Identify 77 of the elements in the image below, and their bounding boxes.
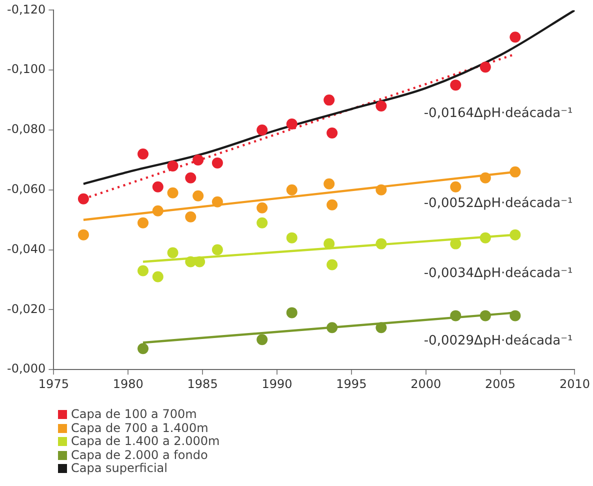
point (450, 310, 462, 322)
y-tick-label: -0,040 (6, 242, 46, 256)
y-tick-label: -0,120 (6, 2, 46, 16)
point (185, 172, 196, 184)
point (450, 80, 462, 91)
point (167, 160, 178, 172)
x-tick-label: 1985 (187, 376, 218, 391)
legend-label: Capa de 700 a 1.400m (71, 420, 208, 435)
annotation: -0,0164ΔpH·deácada⁻¹ (424, 106, 573, 121)
point (256, 217, 268, 228)
point (78, 193, 89, 204)
point (286, 232, 298, 244)
point (376, 238, 387, 250)
point (510, 229, 521, 240)
point (450, 238, 462, 250)
point (510, 310, 521, 322)
x-tick-label: 2000 (410, 376, 442, 391)
point (510, 32, 521, 43)
line-series (82, 10, 575, 186)
point (152, 205, 164, 216)
point (167, 247, 178, 258)
annotation: -0,0029ΔpH·deácada⁻¹ (424, 334, 573, 349)
y-tick-label: -0,080 (6, 122, 46, 136)
point (192, 190, 204, 202)
point (376, 100, 387, 112)
annotation: -0,0052ΔpH·deácada⁻¹ (424, 196, 573, 211)
legend-label: Capa de 2.000 a fondo (71, 448, 208, 462)
point (376, 322, 387, 334)
point (450, 181, 462, 192)
point (256, 202, 268, 214)
point (376, 184, 387, 196)
point (185, 211, 196, 222)
point (256, 124, 268, 136)
legend-label: Capa superficial (71, 461, 168, 476)
point (480, 310, 491, 322)
point (286, 184, 298, 196)
point (326, 127, 338, 138)
legend-label: Capa de 100 a 700m (71, 407, 197, 422)
point (212, 157, 223, 168)
legend-label: Capa de 1.400 a 2.000m (71, 434, 220, 448)
point (212, 244, 223, 256)
x-tick-label: 1975 (38, 376, 69, 391)
point (152, 181, 164, 192)
point (152, 271, 164, 282)
point (256, 334, 268, 346)
point (324, 238, 335, 250)
point (480, 172, 491, 184)
point (185, 256, 196, 268)
y-tick-label: -0,020 (6, 302, 46, 316)
point (480, 232, 491, 244)
x-tick-label: 1990 (262, 376, 292, 391)
y-tick-label: -0,100 (6, 62, 46, 76)
point (212, 196, 223, 208)
point (78, 229, 89, 240)
point (286, 307, 298, 318)
point (326, 259, 338, 270)
x-tick-label: 1980 (112, 376, 144, 391)
point (324, 94, 335, 106)
point (480, 62, 491, 73)
annotation: -0,0034ΔpH·deácada⁻¹ (424, 266, 573, 282)
point (138, 343, 149, 354)
point (510, 166, 521, 178)
point (326, 322, 338, 334)
y-tick-label: -0,060 (6, 182, 46, 196)
point (167, 187, 178, 198)
point (192, 154, 204, 166)
point (138, 148, 149, 160)
point (326, 199, 338, 210)
point (194, 256, 206, 268)
x-tick-label: 2005 (485, 376, 516, 391)
y-tick-label: -0,000 (6, 362, 46, 376)
point (138, 265, 149, 276)
point (286, 118, 298, 130)
x-tick-label: 2010 (559, 376, 590, 391)
point (324, 178, 335, 190)
point (138, 217, 149, 228)
x-tick-label: 1995 (336, 376, 367, 391)
